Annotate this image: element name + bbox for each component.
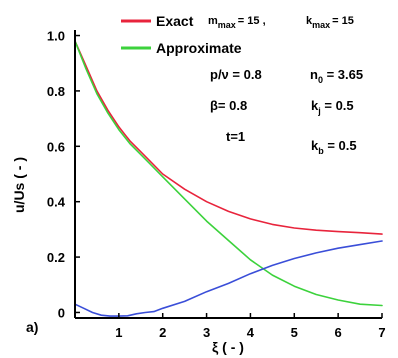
- kb-value: = 0.5: [324, 138, 357, 153]
- kb-subscript: b: [318, 146, 324, 156]
- m-value: = 15 ,: [238, 15, 266, 27]
- m-subscript: max: [218, 20, 236, 30]
- y-tick-label: 0: [58, 305, 65, 320]
- x-tick-label: 6: [335, 325, 342, 340]
- p-nu-annotation: p/ν = 0.8: [210, 67, 262, 82]
- kb-annotation: kb = 0.5: [311, 138, 357, 156]
- legend-label-exact: Exact: [156, 13, 194, 29]
- x-tick-label: 2: [159, 325, 166, 340]
- parameter-annotations: p/ν = 0.8 n0 = 3.65 β= 0.8 kj = 0.5 t=1 …: [210, 67, 363, 156]
- series-layer: [74, 40, 383, 317]
- kj-annotation: kj = 0.5: [311, 98, 354, 116]
- panel-label: a): [26, 319, 38, 335]
- k-value: = 15: [332, 15, 354, 27]
- x-tick-label: 7: [378, 325, 385, 340]
- legend-label-approximate: Approximate: [156, 40, 242, 56]
- n0-value: = 3.65: [323, 67, 363, 82]
- series-line-blue: [74, 240, 383, 317]
- y-tick-label: 0.2: [47, 250, 65, 265]
- y-tick-label: 1.0: [47, 29, 65, 44]
- n0-annotation: n0 = 3.65: [310, 67, 363, 85]
- x-tick-label: 4: [247, 325, 255, 340]
- k-subscript: max: [312, 20, 330, 30]
- k-letter: k: [306, 15, 313, 27]
- series-line-exact: [74, 40, 383, 235]
- y-axis-label: u/Us ( - ): [11, 157, 27, 213]
- x-tick-label: 1: [115, 325, 122, 340]
- x-tick-label: 5: [291, 325, 298, 340]
- x-tick-label: 3: [203, 325, 210, 340]
- kj-subscript: j: [317, 106, 321, 116]
- legend: Exact Approximate mmax = 15 , kmax = 15: [121, 13, 354, 56]
- ticks: 1 2 3 4 5 6 7 0 0.2 0.4 0.6 0.8 1.0: [47, 29, 386, 340]
- series-line-approximate: [74, 40, 383, 307]
- y-tick-label: 0.4: [47, 195, 66, 210]
- axes: [74, 30, 382, 319]
- k-max-annotation: kmax = 15: [306, 15, 354, 30]
- m-letter: m: [208, 15, 218, 27]
- y-tick-label: 0.6: [47, 139, 65, 154]
- beta-annotation: β= 0.8: [210, 98, 247, 113]
- n0-letter: n: [310, 67, 318, 82]
- kj-letter: k: [311, 98, 319, 113]
- m-max-annotation: mmax = 15 ,: [208, 15, 266, 30]
- kj-value: = 0.5: [321, 98, 354, 113]
- y-tick-label: 0.8: [47, 84, 65, 99]
- x-axis-label: ξ ( - ): [212, 339, 244, 355]
- n0-subscript: 0: [318, 75, 323, 85]
- t-annotation: t=1: [226, 129, 245, 144]
- kb-letter: k: [311, 138, 319, 153]
